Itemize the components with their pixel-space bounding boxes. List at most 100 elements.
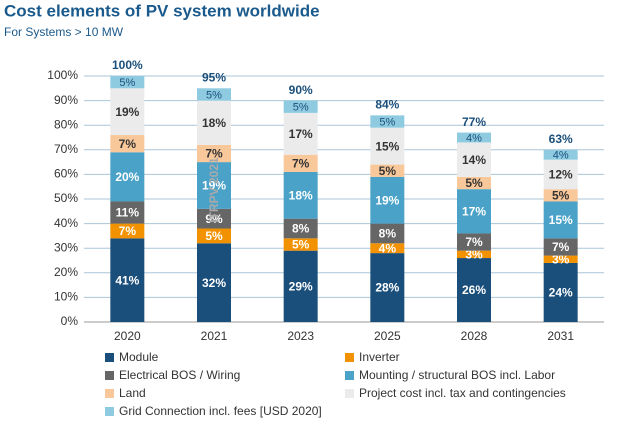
- bar-segment: [110, 152, 145, 202]
- segment-label: 5%: [119, 77, 135, 89]
- segment-label: 5%: [206, 89, 222, 101]
- bar-segment: [457, 233, 491, 251]
- chart-title: Cost elements of PV system worldwide: [4, 1, 320, 20]
- segment-label: 5%: [292, 238, 310, 252]
- bar-segment: [197, 162, 231, 209]
- segment-label: 19%: [115, 105, 139, 119]
- y-tick-label: 10%: [54, 290, 78, 304]
- total-label: 100%: [112, 58, 143, 72]
- bar-segment: [457, 176, 491, 190]
- segment-label: 7%: [205, 147, 223, 161]
- segment-label: 7%: [119, 224, 137, 238]
- bar-segment: [543, 149, 578, 160]
- segment-label: 17%: [289, 127, 313, 141]
- legend-label: Electrical BOS / Wiring: [119, 368, 240, 382]
- y-tick-label: 100%: [47, 68, 78, 82]
- legend-swatch: [345, 389, 354, 398]
- legend-swatch: [105, 407, 114, 416]
- x-tick-label: 2021: [201, 329, 228, 343]
- bar-segment: [283, 112, 318, 155]
- segment-label: 29%: [289, 280, 313, 294]
- legend-swatch: [345, 353, 354, 362]
- total-label: 77%: [462, 115, 486, 129]
- segment-label: 5%: [205, 229, 223, 243]
- bar-segment: [110, 223, 145, 239]
- bar-segment: [110, 88, 145, 136]
- segment-label: 11%: [116, 206, 140, 220]
- bar-segment: [370, 115, 405, 128]
- x-tick-label: 2020: [114, 329, 141, 343]
- y-tick-label: 60%: [54, 167, 78, 181]
- segment-label: 24%: [549, 286, 573, 300]
- bar-segment: [370, 243, 405, 254]
- segment-label: 8%: [292, 222, 310, 236]
- segment-label: 5%: [293, 102, 309, 114]
- segment-label: 15%: [549, 213, 573, 227]
- total-label: 95%: [202, 70, 226, 84]
- bar-segment: [197, 243, 231, 322]
- total-label: 84%: [375, 98, 399, 112]
- bar-segment: [283, 250, 318, 322]
- segment-label: 3%: [552, 252, 570, 266]
- bar-segment: [457, 189, 491, 234]
- bar-segment: [110, 201, 145, 224]
- bar-segment: [457, 132, 491, 143]
- y-tick-label: 30%: [54, 240, 78, 254]
- segment-label: 4%: [466, 132, 482, 144]
- bar-segment: [543, 255, 578, 263]
- legend-label: Land: [119, 386, 146, 400]
- segment-label: 3%: [465, 248, 483, 262]
- segment-label: 26%: [462, 283, 486, 297]
- segment-label: 5%: [465, 176, 483, 190]
- segment-label: 9%: [205, 212, 223, 226]
- x-tick-label: 2031: [547, 329, 574, 343]
- legend-swatch: [105, 353, 114, 362]
- y-tick-label: 40%: [54, 216, 78, 230]
- segment-label: 5%: [552, 188, 570, 202]
- y-tick-label: 80%: [54, 117, 78, 131]
- bar-segment: [457, 250, 491, 259]
- legend-swatch: [105, 371, 114, 380]
- legend-label: Grid Connection incl. fees [USD 2020]: [119, 404, 322, 418]
- chart-subtitle: For Systems > 10 MW: [4, 25, 124, 39]
- bar-segment: [283, 100, 318, 113]
- bar-segment: [283, 218, 318, 239]
- legend-label: Mounting / structural BOS incl. Labor: [359, 368, 555, 382]
- bar-segment: [370, 253, 405, 322]
- segment-label: 41%: [115, 273, 139, 287]
- segment-label: 7%: [465, 235, 483, 249]
- legend-swatch: [345, 371, 354, 380]
- y-tick-label: 90%: [54, 93, 78, 107]
- x-tick-label: 2023: [287, 329, 314, 343]
- segment-label: 19%: [202, 179, 226, 193]
- bar-segment: [370, 176, 405, 224]
- bar-segment: [543, 159, 578, 190]
- segment-label: 7%: [119, 137, 137, 151]
- segment-label: 15%: [375, 139, 399, 153]
- bar-segment: [110, 76, 145, 89]
- segment-label: 5%: [379, 116, 395, 128]
- segment-label: 17%: [462, 204, 486, 218]
- segment-label: 28%: [375, 281, 399, 295]
- bar-segment: [197, 88, 231, 101]
- segment-label: 14%: [462, 153, 486, 167]
- segment-label: 19%: [375, 193, 399, 207]
- segment-label: 8%: [379, 227, 397, 241]
- segment-label: 4%: [553, 150, 569, 162]
- bar-segment: [283, 238, 318, 251]
- bar-segment: [197, 228, 231, 244]
- bar-segment: [197, 100, 231, 145]
- legend-label: Project cost incl. tax and contingencies: [359, 386, 566, 400]
- bar-segment: [283, 154, 318, 172]
- watermark: ITRPV 2021: [207, 157, 221, 223]
- bar-segment: [457, 258, 491, 322]
- segment-label: 18%: [289, 188, 313, 202]
- bar-segment: [197, 144, 231, 163]
- bar-segment: [543, 201, 578, 239]
- x-tick-label: 2025: [374, 329, 401, 343]
- y-tick-label: 70%: [54, 142, 78, 156]
- y-tick-label: 20%: [54, 265, 78, 279]
- bar-segment: [283, 171, 318, 219]
- bar-segment: [370, 223, 405, 244]
